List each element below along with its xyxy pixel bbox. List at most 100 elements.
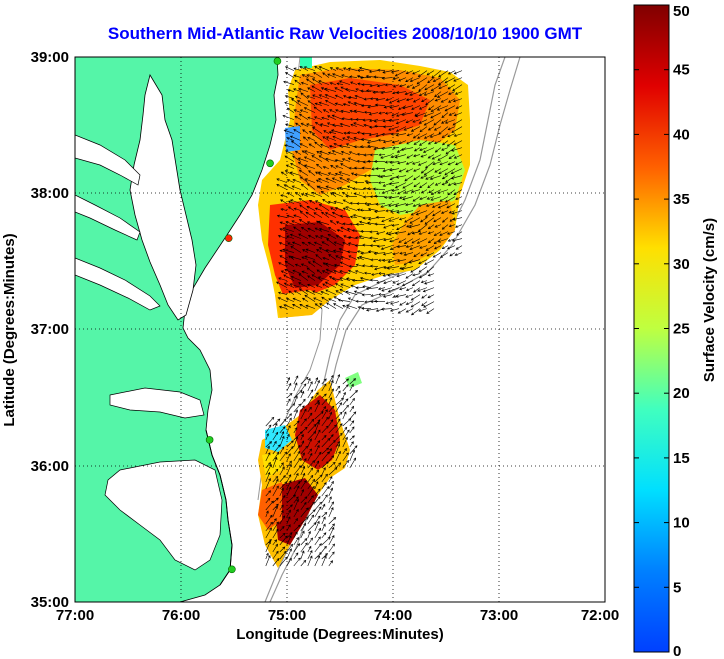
velocity-vector [293, 207, 302, 211]
velocity-vector [305, 248, 316, 253]
velocity-vector [395, 119, 407, 125]
velocity-vector [314, 506, 322, 518]
velocity-vector [291, 185, 302, 190]
velocity-vector [293, 427, 298, 434]
velocity-vector [378, 111, 386, 115]
velocity-vector [286, 413, 292, 420]
velocity-vector [313, 241, 323, 246]
velocity-vector [423, 133, 435, 139]
velocity-vector [335, 283, 344, 288]
velocity-vector [339, 270, 351, 274]
velocity-vector [300, 507, 309, 518]
velocity-vector [356, 159, 365, 163]
velocity-vector [417, 203, 428, 207]
velocity-vector [291, 241, 302, 246]
velocity-vector [419, 196, 428, 200]
velocity-vector [455, 245, 463, 250]
velocity-vector [454, 252, 463, 256]
velocity-vector [272, 503, 279, 511]
velocity-vector [432, 210, 442, 217]
velocity-vector [328, 501, 334, 511]
velocity-vector [286, 392, 293, 399]
velocity-vector [272, 444, 281, 455]
velocity-vector [410, 210, 421, 216]
velocity-vector [317, 220, 330, 225]
velocity-vector [279, 451, 288, 462]
velocity-vector [265, 540, 271, 553]
velocity-vector [312, 260, 323, 267]
velocity-vector [279, 255, 288, 260]
velocity-vector [362, 187, 372, 191]
velocity-vector [328, 480, 334, 490]
velocity-vector [335, 443, 341, 455]
velocity-vector [381, 76, 393, 80]
velocity-vector [413, 140, 421, 145]
x-axis-label: Longitude (Degrees:Minutes) [236, 626, 444, 643]
velocity-vector [382, 252, 393, 256]
velocity-vector [423, 91, 435, 96]
velocity-vector [362, 216, 372, 220]
velocity-vector [319, 303, 330, 309]
velocity-vector [366, 187, 379, 191]
velocity-vector [425, 161, 435, 169]
velocity-vector [307, 227, 316, 232]
velocity-vector [376, 84, 386, 88]
velocity-vector [321, 434, 327, 441]
velocity-vector [394, 154, 407, 159]
velocity-vector [279, 550, 287, 560]
velocity-vector [336, 82, 344, 86]
velocity-vector [272, 485, 279, 497]
velocity-vector [388, 119, 400, 122]
velocity-vector [434, 98, 442, 102]
potomac-river [75, 134, 141, 186]
velocity-vector [341, 158, 351, 162]
velocity-vector [323, 130, 330, 134]
velocity-vector [454, 91, 463, 95]
velocity-vector [328, 455, 335, 462]
velocity-vector [389, 168, 400, 172]
velocity-vector [295, 192, 302, 197]
colorbar-tick-label: 50 [673, 3, 690, 20]
velocity-vector [387, 273, 400, 277]
velocity-vector [320, 290, 330, 295]
velocity-vector [439, 252, 449, 258]
velocity-vector [272, 475, 279, 483]
velocity-vector [444, 105, 456, 112]
velocity-vector [314, 303, 323, 309]
velocity-vector [395, 126, 407, 132]
velocity-vector [389, 238, 400, 243]
velocity-vector [331, 177, 344, 183]
velocity-vector [283, 282, 295, 288]
velocity-vector [328, 254, 337, 260]
velocity-vector [373, 252, 386, 255]
velocity-vector [447, 161, 456, 166]
velocity-vector [286, 403, 296, 413]
velocity-vector [412, 119, 421, 123]
velocity-vector [286, 535, 292, 546]
velocity-vector [319, 235, 330, 239]
velocity-vector [283, 274, 295, 281]
plot-area [75, 57, 605, 602]
velocity-vector [413, 252, 421, 257]
velocity-vector [313, 72, 323, 78]
velocity-vector [334, 207, 344, 211]
velocity-vector [317, 185, 330, 190]
velocity-vector [417, 133, 428, 139]
velocity-vector [384, 111, 393, 115]
velocity-vector [279, 466, 285, 476]
velocity-vector [355, 236, 365, 240]
velocity-vector [308, 143, 316, 148]
velocity-vector [335, 67, 344, 71]
velocity-vector [416, 238, 428, 244]
y-tick-label: 38:00 [31, 185, 69, 202]
station-marker [266, 159, 274, 168]
velocity-vector [342, 103, 351, 106]
velocity-vector [427, 77, 435, 84]
velocity-vector [441, 245, 449, 249]
velocity-vector [286, 548, 292, 560]
velocity-vector [409, 91, 421, 96]
velocity-vector [300, 452, 305, 462]
velocity-vector [427, 238, 435, 244]
velocity-vector [325, 268, 337, 274]
velocity-vector [368, 70, 379, 74]
